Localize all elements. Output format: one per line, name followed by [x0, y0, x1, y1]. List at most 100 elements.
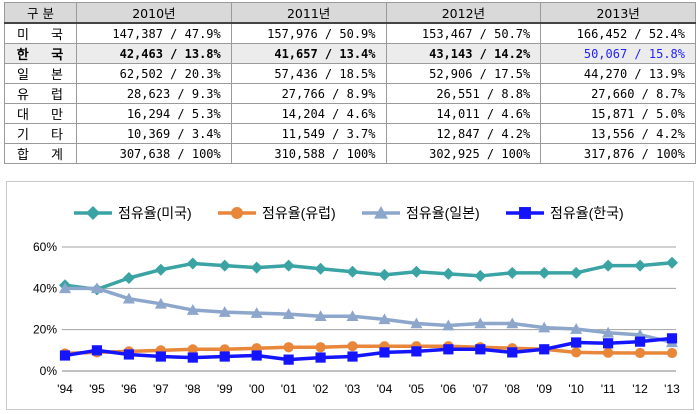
- table-cell: 147,387 / 47.9%: [76, 22, 232, 44]
- data-point: [346, 265, 359, 278]
- row-label: 대 만: [4, 103, 77, 124]
- data-point: [283, 354, 294, 365]
- data-point: [250, 261, 263, 274]
- legend-marker: [374, 206, 388, 219]
- table-cell: 310,588 / 100%: [230, 143, 387, 164]
- market-share-table: 구 분 2010년 2011년 2012년 2013년 미 국 147,387 …: [4, 2, 696, 164]
- data-point: [506, 266, 519, 279]
- y-tick-label: 0%: [40, 364, 58, 378]
- x-tick-label: '95: [89, 382, 105, 396]
- legend-label: 점유율(유럽): [262, 205, 336, 221]
- header-2011: 2011년: [230, 2, 387, 24]
- y-tick-label: 60%: [33, 240, 57, 254]
- data-point: [602, 259, 615, 272]
- table-cell: 302,925 / 100%: [385, 143, 542, 164]
- market-share-line-chart: 0% 20% 40% 60% '94 '95 '96 '97 '98 '99 '00 '01 '02 '0…: [33, 205, 680, 396]
- table-cell: 317,876 / 100%: [540, 143, 696, 164]
- legend-label: 점유율(일본): [406, 205, 480, 221]
- x-tick-label: '07: [472, 382, 488, 396]
- table-row-usa: 미 국 147,387 / 47.9% 157,976 / 50.9% 153,…: [4, 22, 696, 44]
- data-point: [187, 344, 198, 355]
- x-tick-label: '08: [504, 382, 520, 396]
- data-point: [59, 282, 71, 294]
- table-cell: 52,906 / 17.5%: [385, 63, 542, 84]
- data-point: [314, 310, 327, 322]
- x-tick-label: '99: [217, 382, 233, 396]
- table-cell: 26,551 / 8.8%: [385, 83, 542, 104]
- data-point: [378, 268, 391, 281]
- y-tick-label: 40%: [33, 281, 57, 295]
- data-point: [378, 313, 391, 325]
- data-point: [282, 308, 295, 319]
- data-point: [571, 337, 582, 348]
- data-point: [186, 304, 199, 315]
- x-tick-label: '98: [185, 382, 201, 396]
- x-tick-label: '01: [281, 382, 297, 396]
- data-point: [59, 350, 71, 361]
- table-cell: 42,463 / 13.8%: [76, 43, 232, 64]
- data-point: [346, 310, 359, 322]
- table-row-japan: 일 본 62,502 / 20.3% 57,436 / 18.5% 52,906…: [4, 63, 696, 84]
- table-row-europe: 유 럽 28,623 / 9.3% 27,766 / 8.9% 26,551 /…: [4, 83, 696, 104]
- x-tick-label: '04: [377, 382, 393, 396]
- x-tick-label: '02: [313, 382, 329, 396]
- data-point: [283, 342, 294, 353]
- header-2013: 2013년: [540, 2, 696, 24]
- legend-label: 점유율(미국): [118, 205, 192, 221]
- series-line: [64, 260, 673, 292]
- data-point: [410, 265, 423, 278]
- data-point: [442, 267, 455, 280]
- data-point: [122, 272, 135, 284]
- row-label: 기 타: [4, 123, 77, 144]
- table-cell: 27,660 / 8.7%: [540, 83, 696, 104]
- table-cell: 153,467 / 50.7%: [385, 22, 542, 44]
- data-point: [634, 347, 646, 359]
- x-tick-label: '00: [249, 382, 265, 396]
- data-point: [123, 349, 134, 360]
- x-tick-label: '09: [536, 382, 552, 396]
- data-point: [570, 323, 583, 334]
- table-row-total: 합 계 307,638 / 100% 310,588 / 100% 302,92…: [4, 143, 696, 164]
- data-point: [666, 347, 678, 359]
- legend-marker: [231, 207, 243, 219]
- legend-marker: [86, 206, 100, 220]
- x-tick-label: '05: [409, 382, 425, 396]
- data-point: [538, 321, 551, 333]
- data-point: [634, 336, 646, 347]
- table-cell: 28,623 / 9.3%: [76, 83, 232, 104]
- y-tick-label: 20%: [33, 323, 57, 337]
- legend-label: 점유율(한국): [550, 205, 624, 221]
- table-cell: 57,436 / 18.5%: [230, 63, 387, 84]
- table-cell: 12,847 / 4.2%: [385, 123, 542, 144]
- header-2010: 2010년: [76, 2, 232, 24]
- table-cell: 10,369 / 3.4%: [76, 123, 232, 144]
- x-tick-label: '11: [601, 382, 616, 396]
- data-point: [538, 266, 551, 279]
- row-label: 유 럽: [4, 83, 77, 104]
- data-point: [315, 352, 326, 363]
- data-point: [154, 297, 167, 309]
- data-point: [666, 333, 678, 344]
- data-point: [443, 344, 454, 355]
- table-cell-highlight: 50,067 / 15.8%: [540, 43, 696, 64]
- data-point: [474, 317, 487, 329]
- data-point: [539, 344, 550, 355]
- legend-marker: [519, 207, 531, 219]
- table-cell: 14,204 / 4.6%: [230, 103, 387, 124]
- data-point: [250, 307, 263, 318]
- data-point: [251, 350, 262, 361]
- x-tick-label: '06: [441, 382, 457, 396]
- table-row-taiwan: 대 만 16,294 / 5.3% 14,204 / 4.6% 14,011 /…: [4, 103, 696, 124]
- table-header-row: 구 분 2010년 2011년 2012년 2013년: [4, 2, 696, 24]
- data-point: [379, 347, 390, 358]
- data-point: [603, 347, 614, 358]
- data-point: [314, 262, 327, 275]
- data-point: [122, 292, 135, 304]
- data-point: [154, 263, 167, 276]
- x-tick-label: '13: [664, 382, 680, 396]
- table-cell: 44,270 / 13.9%: [540, 63, 696, 84]
- data-point: [506, 317, 519, 329]
- data-point: [410, 317, 423, 329]
- data-point: [507, 347, 518, 358]
- row-label: 미 국: [4, 22, 77, 44]
